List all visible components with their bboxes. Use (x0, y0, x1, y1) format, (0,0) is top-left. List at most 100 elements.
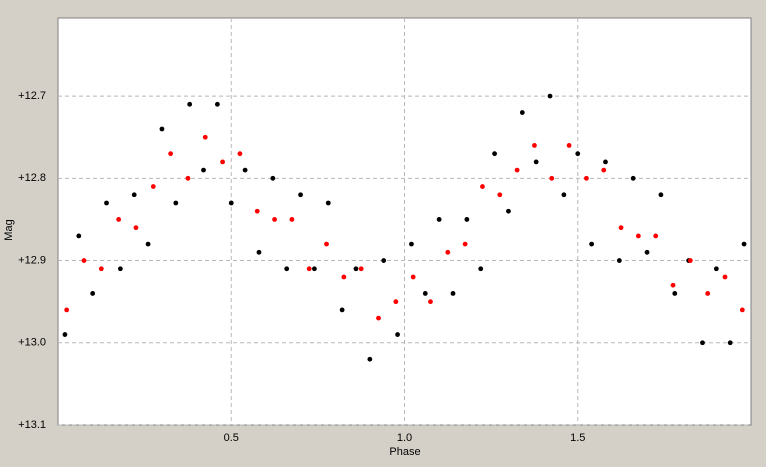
y-tick-label: +12.7 (18, 90, 46, 102)
data-point (270, 175, 276, 181)
data-point (464, 217, 470, 222)
y-tick-label: +12.8 (18, 172, 46, 184)
data-point (62, 332, 68, 337)
data-point (312, 266, 317, 272)
data-point (393, 299, 399, 305)
data-point (670, 282, 676, 288)
data-point (478, 266, 484, 272)
data-point (145, 241, 151, 247)
data-point (116, 217, 122, 222)
data-point (672, 291, 678, 296)
data-point (739, 307, 745, 313)
data-point (549, 175, 555, 181)
data-point (480, 184, 485, 189)
data-point (201, 167, 206, 173)
data-point (131, 192, 137, 198)
data-point (635, 233, 641, 239)
y-tick-label: +12.9 (18, 254, 46, 266)
data-point (497, 192, 503, 198)
data-point (376, 315, 381, 321)
data-point (237, 151, 243, 157)
data-point (514, 167, 520, 173)
data-point (81, 258, 87, 263)
data-point (618, 225, 624, 231)
data-point (584, 175, 589, 181)
data-point (395, 332, 400, 337)
data-point (325, 200, 331, 206)
x-tick-label: 1.0 (397, 432, 412, 444)
data-point (561, 192, 567, 198)
data-point (381, 258, 387, 263)
data-point (547, 93, 553, 99)
y-axis-label: Mag (3, 219, 15, 240)
data-point (202, 134, 208, 140)
data-point (705, 291, 711, 296)
data-point (687, 258, 693, 263)
data-point (242, 167, 248, 173)
data-point (532, 143, 537, 148)
data-point (104, 200, 109, 206)
data-point (185, 175, 191, 181)
data-point (324, 241, 329, 247)
data-point (700, 340, 705, 346)
data-point (298, 192, 303, 198)
data-point (741, 241, 747, 247)
data-point (603, 159, 608, 165)
data-point (519, 110, 525, 115)
data-point (117, 266, 123, 272)
data-point (150, 184, 156, 189)
data-point (589, 241, 595, 247)
data-point (98, 266, 104, 272)
data-point (289, 217, 295, 222)
data-point (445, 249, 451, 255)
data-point (272, 217, 277, 222)
data-point (658, 192, 664, 198)
data-point (566, 143, 572, 148)
data-point (168, 151, 174, 157)
data-point (256, 249, 262, 255)
data-point (450, 291, 456, 296)
data-point (713, 266, 719, 272)
data-point (422, 291, 428, 296)
data-point (228, 200, 234, 206)
data-point (220, 159, 225, 165)
data-point (173, 200, 179, 206)
data-point (367, 356, 373, 362)
data-point (653, 233, 659, 239)
data-point (533, 159, 539, 165)
data-point (727, 340, 733, 346)
x-tick-label: 1.5 (570, 432, 585, 444)
data-point (575, 151, 581, 157)
data-point (76, 233, 82, 239)
data-point (601, 167, 607, 173)
data-point (341, 274, 347, 280)
data-point (616, 258, 622, 263)
data-point (462, 241, 468, 247)
data-point (254, 208, 260, 214)
data-point (410, 274, 416, 280)
data-point (722, 274, 728, 280)
data-point (506, 208, 511, 214)
data-point (358, 266, 364, 272)
data-point (214, 101, 220, 107)
data-point (159, 126, 165, 132)
data-point (306, 266, 312, 272)
data-point (644, 249, 650, 255)
y-tick-label: +13.1 (18, 419, 46, 431)
data-point (436, 217, 442, 222)
x-tick-label: 0.5 (224, 432, 239, 444)
data-point (133, 225, 139, 231)
data-point (492, 151, 497, 157)
data-point (64, 307, 70, 313)
data-point (90, 291, 96, 296)
data-point (409, 241, 414, 247)
y-tick-label: +13.0 (18, 337, 46, 349)
data-point (187, 101, 193, 107)
data-point (353, 266, 359, 272)
data-point (630, 175, 636, 181)
data-point (339, 307, 345, 313)
data-point (428, 299, 433, 305)
data-point (284, 266, 290, 272)
x-axis-label: Phase (389, 446, 420, 458)
